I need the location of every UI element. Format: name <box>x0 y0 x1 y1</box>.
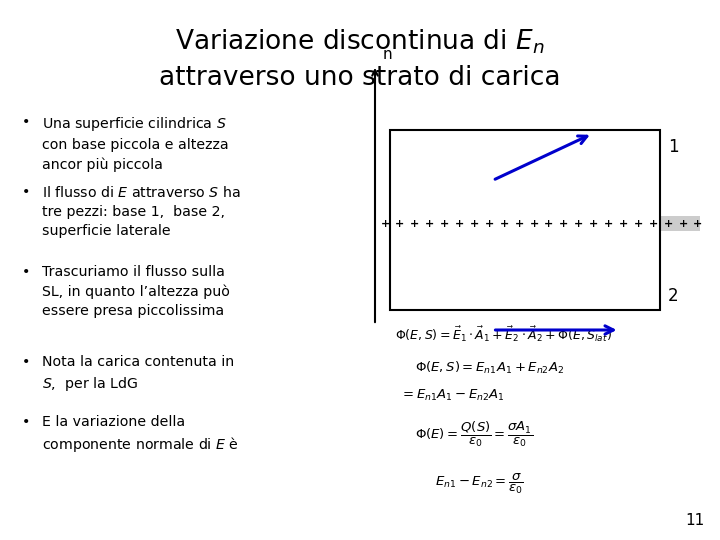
Text: n: n <box>383 47 392 62</box>
Text: +: + <box>634 219 643 228</box>
Text: +: + <box>604 219 613 228</box>
Text: 11: 11 <box>685 513 705 528</box>
Text: E la variazione della
componente normale di $E$ è: E la variazione della componente normale… <box>42 415 239 454</box>
Text: +: + <box>440 219 449 228</box>
Text: Variazione discontinua di $E_n$: Variazione discontinua di $E_n$ <box>175 28 545 57</box>
Text: +: + <box>529 219 539 228</box>
Text: +: + <box>500 219 509 228</box>
Text: Nota la carica contenuta in
$S$,  per la LdG: Nota la carica contenuta in $S$, per la … <box>42 355 234 393</box>
Text: +: + <box>649 219 658 228</box>
Text: $= E_{n1}A_1 - E_{n2}A_1$: $= E_{n1}A_1 - E_{n2}A_1$ <box>400 388 505 403</box>
Text: +: + <box>395 219 405 228</box>
Text: +: + <box>693 219 703 228</box>
Text: +: + <box>589 219 598 228</box>
Text: +: + <box>485 219 494 228</box>
Text: +: + <box>515 219 523 228</box>
Text: $\Phi(E,S) = \vec{E}_1 \cdot \vec{A}_1 + \vec{E}_2 \cdot \vec{A}_2 + \Phi(E,S_{l: $\Phi(E,S) = \vec{E}_1 \cdot \vec{A}_1 +… <box>395 325 612 345</box>
Text: Una superficie cilindrica $S$
con base piccola e altezza
ancor più piccola: Una superficie cilindrica $S$ con base p… <box>42 115 229 172</box>
Bar <box>390 217 700 231</box>
Text: 1: 1 <box>668 138 679 156</box>
Text: attraverso uno strato di carica: attraverso uno strato di carica <box>159 65 561 91</box>
Text: +: + <box>678 219 688 228</box>
Text: +: + <box>544 219 554 228</box>
Text: +: + <box>559 219 569 228</box>
Text: $E_{n1} - E_{n2} = \dfrac{\sigma}{\varepsilon_0}$: $E_{n1} - E_{n2} = \dfrac{\sigma}{\varep… <box>435 472 524 496</box>
Text: +: + <box>574 219 583 228</box>
Text: Il flusso di $E$ attraverso $S$ ha
tre pezzi: base 1,  base 2,
superficie latera: Il flusso di $E$ attraverso $S$ ha tre p… <box>42 185 240 238</box>
Text: +: + <box>380 219 390 228</box>
Text: $\Phi(E) = \dfrac{Q(S)}{\varepsilon_0} = \dfrac{\sigma A_1}{\varepsilon_0}$: $\Phi(E) = \dfrac{Q(S)}{\varepsilon_0} =… <box>415 420 534 449</box>
Text: 2: 2 <box>668 287 679 305</box>
Text: •: • <box>22 355 30 369</box>
Text: •: • <box>22 415 30 429</box>
Text: +: + <box>425 219 434 228</box>
Text: +: + <box>470 219 479 228</box>
Bar <box>390 130 660 310</box>
Text: Trascuriamo il flusso sulla
SL, in quanto l’altezza può
essere presa piccolissim: Trascuriamo il flusso sulla SL, in quant… <box>42 265 230 318</box>
Text: •: • <box>22 265 30 279</box>
Text: •: • <box>22 115 30 129</box>
Text: $\Phi(E,S) = E_{n1}A_1 + E_{n2}A_2$: $\Phi(E,S) = E_{n1}A_1 + E_{n2}A_2$ <box>415 360 564 376</box>
Text: +: + <box>619 219 628 228</box>
Text: +: + <box>455 219 464 228</box>
Text: •: • <box>22 185 30 199</box>
Text: +: + <box>664 219 672 228</box>
Text: +: + <box>410 219 420 228</box>
